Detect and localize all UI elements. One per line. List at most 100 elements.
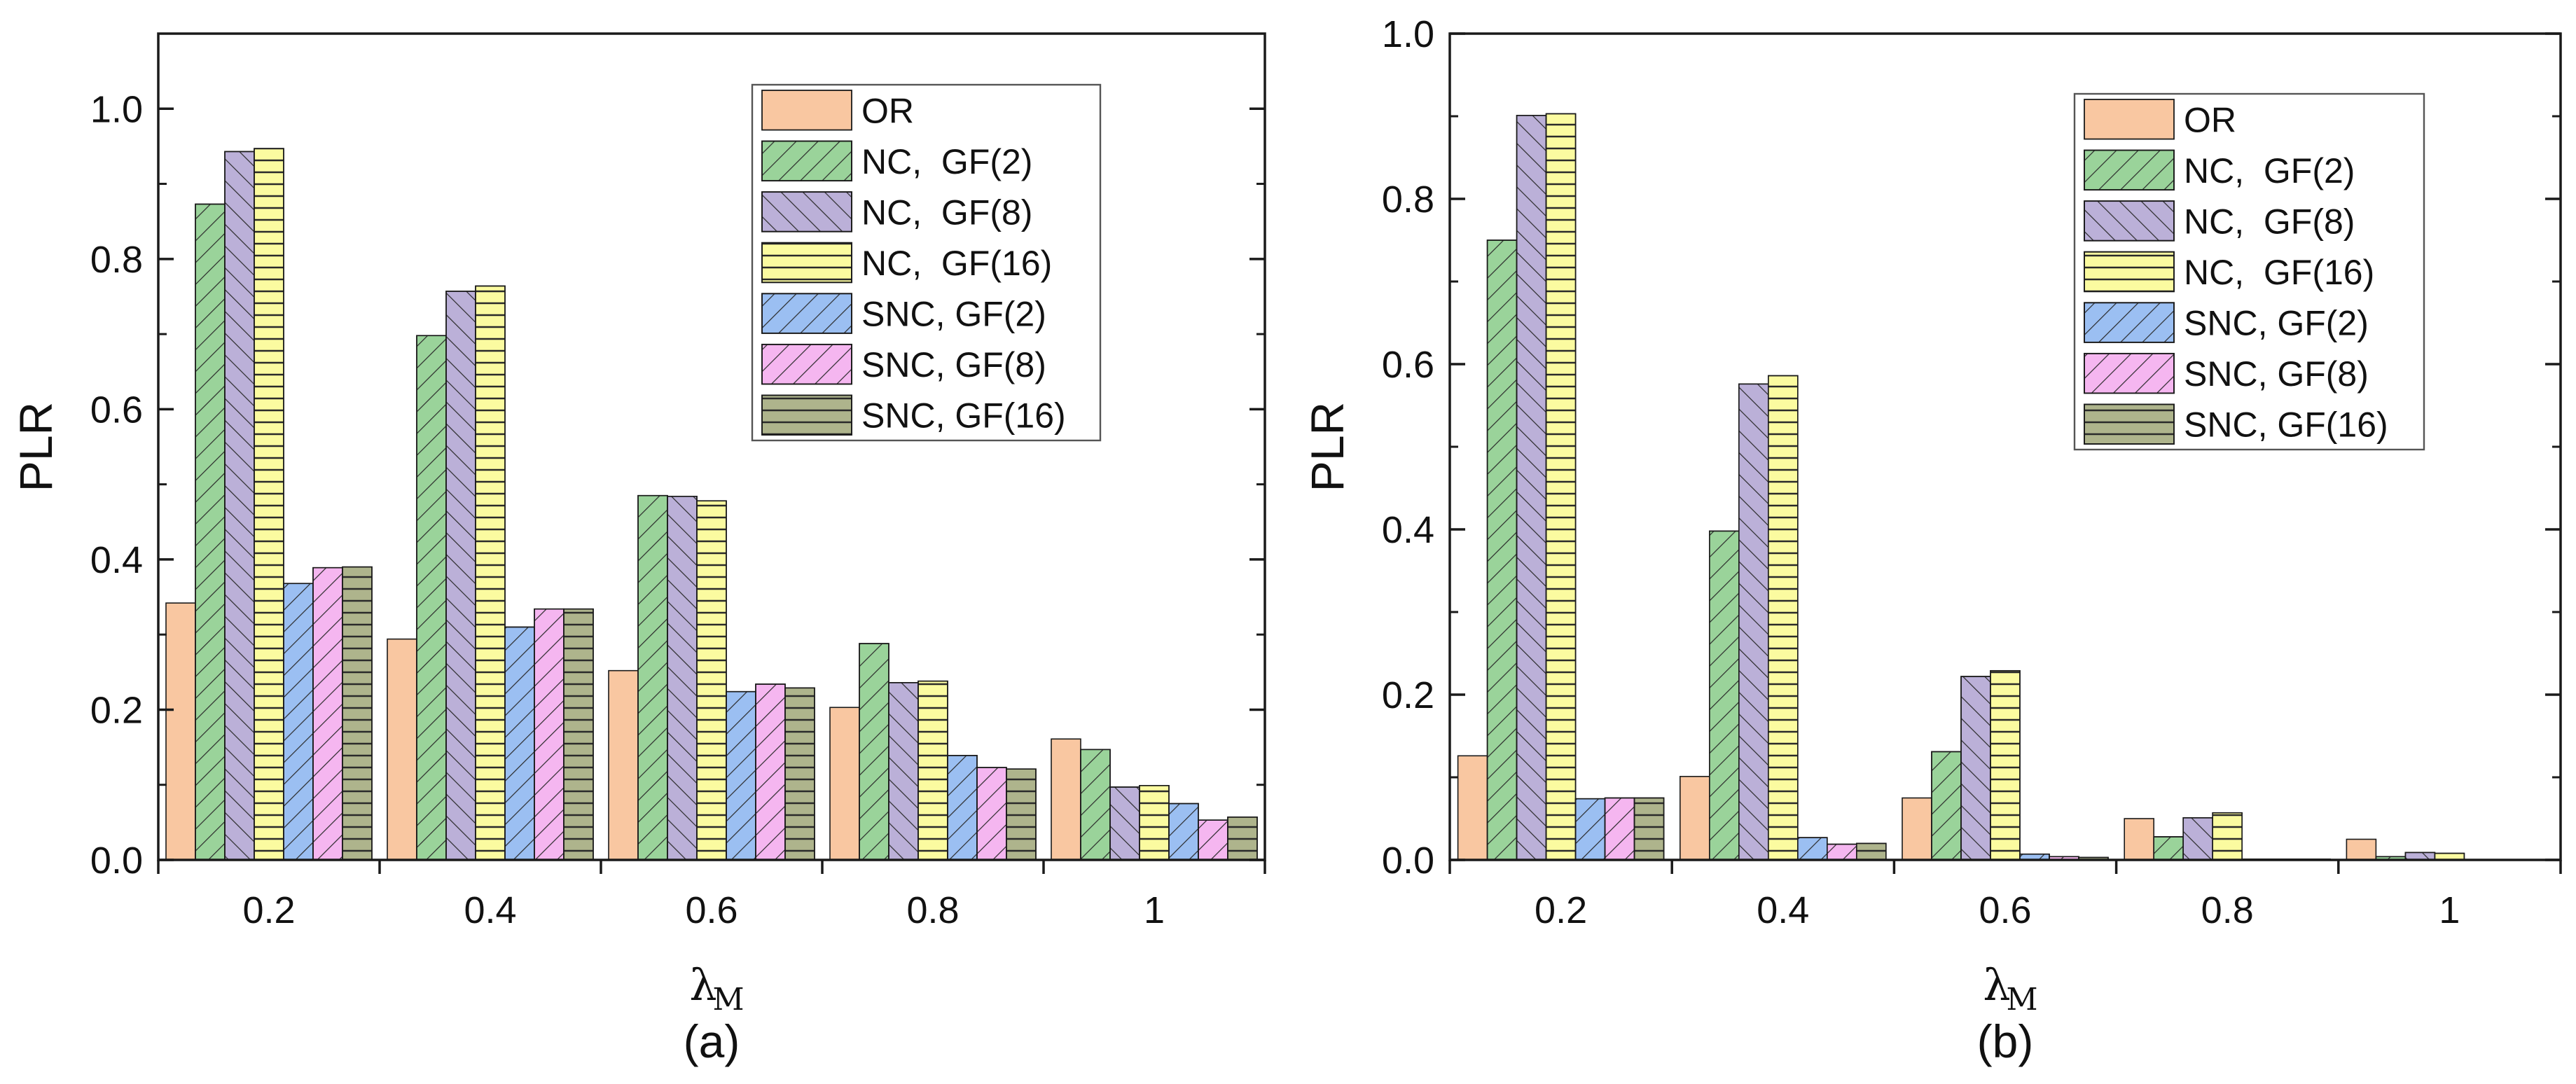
bar-hatch bbox=[976, 767, 1007, 861]
bar-hatch bbox=[1827, 843, 1857, 861]
bar-hatch bbox=[1709, 530, 1740, 861]
bar-hatch bbox=[1486, 239, 1518, 861]
bar-hatch bbox=[342, 566, 373, 861]
bar-hatch bbox=[859, 643, 889, 861]
bar-hatch bbox=[1856, 842, 1887, 861]
series-or bbox=[165, 602, 1081, 861]
y-tick-label: 0.0 bbox=[1382, 840, 1434, 882]
bar-hatch bbox=[445, 291, 476, 861]
bar-hatch bbox=[475, 285, 506, 861]
x-tick-label: 0.8 bbox=[2201, 889, 2254, 931]
bar-hatch bbox=[1797, 837, 1828, 861]
bar-hatch bbox=[224, 151, 255, 861]
bar-hatch bbox=[1633, 797, 1665, 861]
bar bbox=[1680, 776, 1710, 861]
bar-hatch bbox=[416, 335, 447, 861]
chart-panel-a: 0.0 0.2 0.4 0.6 0.8 1.0 0.2 0.4 0.6 0.8 1 PLR λM(a) O… bbox=[10, 32, 1266, 1067]
y-tick-label: 1.0 bbox=[90, 88, 143, 130]
legend-label: NC, GF(2) bbox=[2184, 151, 2355, 190]
y-tick-label: 0.4 bbox=[90, 539, 143, 581]
bar-hatch bbox=[1604, 797, 1635, 861]
legend-label: NC, GF(8) bbox=[2184, 202, 2355, 241]
x-tick-label: 1 bbox=[1144, 889, 1165, 931]
x-axis-label-subscript: M bbox=[712, 982, 744, 1017]
legend: OR NC, GF(2) NC, GF(8) NC, GF(16) SNC, GF(2)… bbox=[751, 83, 1102, 442]
legend-label: NC, GF(16) bbox=[2184, 253, 2374, 292]
panel-label: (a) bbox=[684, 1015, 740, 1067]
bar-hatch bbox=[2182, 817, 2213, 861]
panel-label: (b) bbox=[1977, 1015, 2034, 1067]
bar-hatch bbox=[312, 567, 343, 861]
bar-hatch bbox=[917, 680, 948, 861]
bar-hatch bbox=[1931, 751, 1962, 861]
bar-hatch bbox=[1198, 819, 1228, 861]
bar bbox=[608, 669, 639, 861]
bar-hatch bbox=[1738, 383, 1769, 861]
bar-hatch bbox=[888, 682, 919, 861]
bar-hatch bbox=[1990, 669, 2021, 861]
legend-swatch-hatch bbox=[2084, 403, 2175, 445]
bar-hatch bbox=[947, 755, 978, 861]
bar bbox=[2346, 838, 2377, 861]
bar-hatch bbox=[195, 203, 226, 861]
legend-label: SNC, GF(16) bbox=[861, 396, 1066, 436]
bar-hatch bbox=[1960, 676, 1991, 861]
legend-label: OR bbox=[2184, 100, 2236, 139]
bar-hatch bbox=[1768, 375, 1799, 861]
bar-hatch bbox=[534, 608, 565, 861]
bar-hatch bbox=[1168, 802, 1199, 861]
series-nc-gf2 bbox=[195, 203, 1111, 861]
bar-hatch bbox=[563, 608, 594, 861]
legend-label: SNC, GF(16) bbox=[2184, 405, 2388, 445]
legend-label: NC, GF(8) bbox=[861, 193, 1032, 232]
bar-hatch bbox=[667, 495, 698, 861]
x-axis-label: λ bbox=[1983, 959, 2010, 1010]
y-tick-label: 1.0 bbox=[1382, 13, 1434, 55]
x-tick-label: 0.2 bbox=[242, 889, 295, 931]
x-tick-label: 0.4 bbox=[464, 889, 516, 931]
bar-hatch bbox=[755, 683, 786, 861]
legend-swatch-hatch bbox=[761, 242, 852, 284]
x-tick-label: 0.8 bbox=[906, 889, 959, 931]
legend-swatch-hatch bbox=[2084, 352, 2175, 394]
series-snc-gf2 bbox=[283, 583, 1199, 861]
bar bbox=[165, 602, 196, 861]
legend-swatch-hatch bbox=[2084, 251, 2175, 293]
bar bbox=[1457, 755, 1488, 861]
y-tick-label: 0.8 bbox=[1382, 179, 1434, 221]
legend-label: SNC, GF(8) bbox=[861, 345, 1046, 384]
bar-hatch bbox=[726, 690, 756, 861]
series-nc-gf16 bbox=[1545, 113, 2465, 861]
bar bbox=[1051, 738, 1081, 861]
x-tick-label: 0.6 bbox=[1979, 889, 2031, 931]
series-snc-gf8 bbox=[312, 567, 1228, 861]
series-snc-gf2 bbox=[1574, 798, 2272, 861]
legend-label: SNC, GF(2) bbox=[2184, 304, 2369, 343]
y-tick-label: 0.2 bbox=[90, 689, 143, 731]
bar-hatch bbox=[283, 583, 314, 861]
bar-hatch bbox=[254, 148, 284, 861]
y-tick-label: 0.8 bbox=[90, 239, 143, 281]
legend-swatch-hatch bbox=[761, 343, 852, 385]
y-tick-label: 0.4 bbox=[1382, 509, 1434, 551]
bar-hatch bbox=[1080, 749, 1111, 861]
bar-hatch bbox=[1516, 115, 1547, 861]
legend-swatch-hatch bbox=[761, 394, 852, 436]
x-tick-label: 0.6 bbox=[685, 889, 738, 931]
x-axis-label: λ bbox=[689, 959, 716, 1010]
legend-swatch-hatch bbox=[761, 191, 852, 232]
legend-swatch bbox=[761, 90, 852, 131]
legend-swatch-hatch bbox=[2084, 200, 2175, 242]
bar-hatch bbox=[1545, 113, 1577, 861]
y-tick-label: 0.6 bbox=[90, 389, 143, 431]
bar-hatch bbox=[1574, 798, 1606, 861]
bar-hatch bbox=[696, 500, 727, 861]
legend-swatch-hatch bbox=[2084, 302, 2175, 343]
bar bbox=[387, 638, 417, 861]
legend-label: OR bbox=[861, 91, 914, 130]
x-tick-label: 0.4 bbox=[1757, 889, 1809, 931]
series-snc-gf8 bbox=[1604, 797, 2301, 861]
bar-hatch bbox=[637, 494, 668, 861]
y-tick-label: 0.0 bbox=[90, 840, 143, 882]
